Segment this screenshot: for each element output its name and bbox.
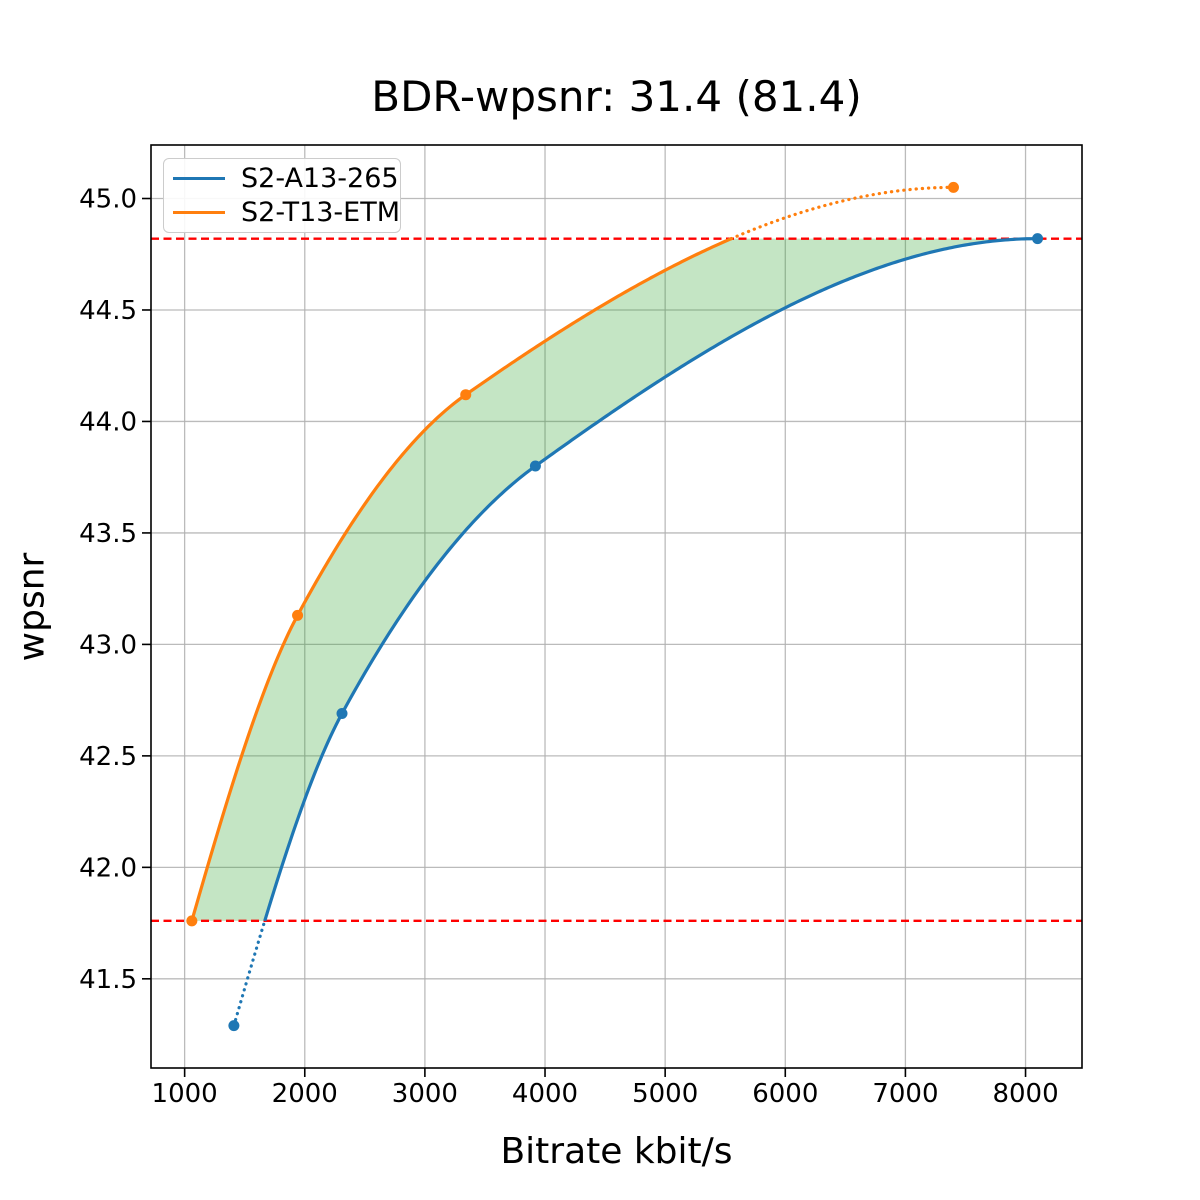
legend-entry-S2-A13-265: S2-A13-265 [164, 161, 400, 195]
y-tick-label: 42.5 [79, 742, 137, 772]
legend: S2-A13-265 S2-T13-ETM [163, 158, 401, 233]
chart-title: BDR-wpsnr: 31.4 (81.4) [371, 72, 862, 121]
x-tick-label: 1000 [152, 1079, 218, 1109]
x-axis-label: Bitrate kbit/s [500, 1131, 733, 1172]
legend-entry-S2-T13-ETM: S2-T13-ETM [164, 196, 400, 230]
curve-solid-segment [263, 237, 1038, 922]
x-tick-label: 6000 [752, 1079, 818, 1109]
series-S2-T13-ETM [186, 181, 959, 927]
x-tick-label: 3000 [392, 1079, 458, 1109]
curve-dotted-segment [232, 919, 267, 1028]
reference-hlines [151, 237, 1082, 923]
data-point-marker [228, 1020, 240, 1032]
y-tick-label: 44.0 [79, 407, 137, 437]
axis-ticks: 1000 2000 3000 4000 5000 6000 7000 8000 41.5 42.0… [79, 185, 1059, 1109]
data-point-marker [947, 181, 959, 193]
legend-line-sample [173, 176, 225, 180]
y-tick-label: 41.5 [79, 965, 137, 995]
y-tick-label: 42.0 [79, 853, 137, 883]
x-tick-label: 5000 [632, 1079, 698, 1109]
y-tick-label: 43.5 [79, 519, 137, 549]
x-tick-label: 2000 [272, 1079, 338, 1109]
series-S2-A13-265 [228, 233, 1044, 1032]
legend-label: S2-A13-265 [241, 162, 399, 194]
legend-line-sample [173, 211, 225, 215]
curve-dotted-segment [729, 185, 956, 241]
data-point-marker [186, 915, 198, 927]
data-point-marker [460, 389, 472, 401]
bd-shaded-region [191, 238, 1038, 921]
gridlines [151, 145, 1082, 1068]
x-tick-label: 7000 [872, 1079, 938, 1109]
legend-label: S2-T13-ETM [241, 197, 401, 229]
y-axis-label: wpsnr [11, 552, 53, 662]
y-tick-label: 45.0 [79, 185, 137, 215]
data-point-marker [292, 609, 304, 621]
data-point-marker [529, 460, 541, 472]
y-tick-label: 44.5 [79, 296, 137, 326]
data-point-marker [1032, 233, 1044, 245]
plot-border [150, 144, 1083, 1069]
y-tick-label: 43.0 [79, 630, 137, 660]
x-tick-label: 4000 [512, 1079, 578, 1109]
data-point-marker [336, 708, 348, 720]
x-tick-label: 8000 [992, 1079, 1058, 1109]
